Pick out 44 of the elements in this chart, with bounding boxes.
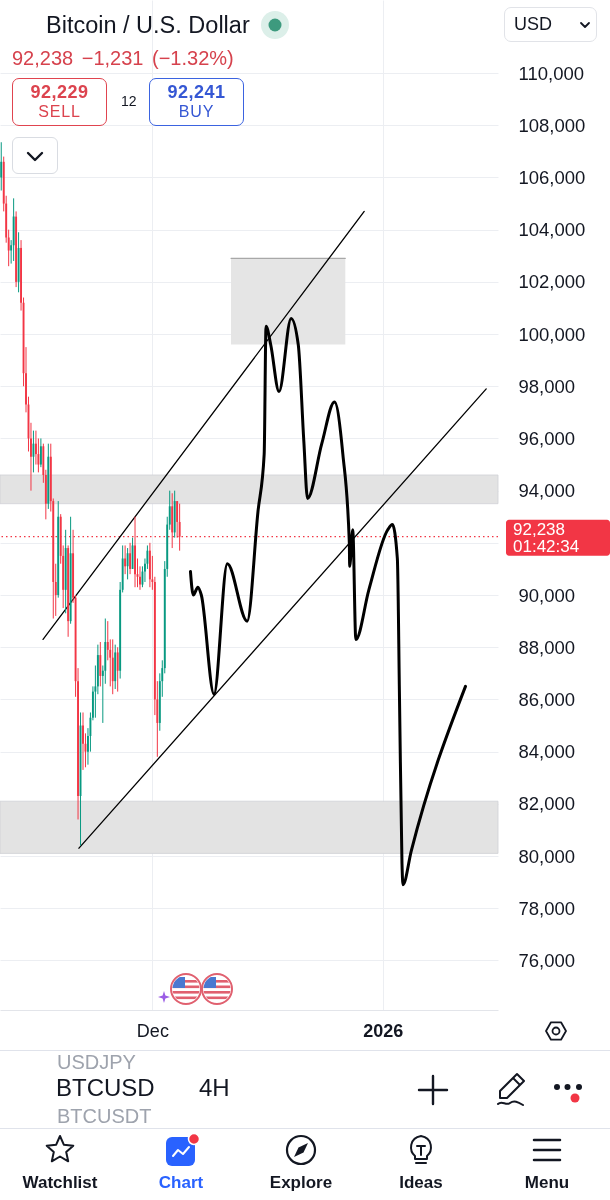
y-tick-label: 78,000 bbox=[518, 897, 576, 919]
y-tick-label: 108,000 bbox=[518, 114, 586, 136]
text: BTCUSD bbox=[56, 1074, 155, 1102]
annotation: 92,229 bbox=[30, 82, 89, 102]
y-tick-label: 106,000 bbox=[518, 166, 586, 188]
text: Bitcoin / U.S. Dollar bbox=[46, 11, 250, 39]
candlestick bbox=[126, 547, 129, 580]
y-tick-label: 90,000 bbox=[518, 584, 576, 606]
y-tick-label: 104,000 bbox=[518, 219, 586, 241]
y-tick-label: 96,000 bbox=[518, 427, 576, 449]
text: 4H bbox=[199, 1074, 230, 1102]
text: 01:42:34 bbox=[513, 536, 580, 556]
y-tick-label: 110,000 bbox=[518, 62, 584, 84]
ref-line-label: 92,238 bbox=[513, 519, 565, 539]
y-tick-label: 102,000 bbox=[518, 271, 586, 293]
text: Menu bbox=[524, 1173, 570, 1193]
text: USDJPY bbox=[57, 1051, 136, 1073]
sell-button: 92,229 SELL bbox=[12, 78, 107, 126]
candlestick bbox=[0, 141, 3, 192]
text: 92,238 −1,231 (−1.32%) bbox=[12, 47, 234, 70]
y-tick-label: 98,000 bbox=[518, 375, 576, 397]
y-tick-label: 94,000 bbox=[518, 480, 576, 502]
x-tick-label: Dec bbox=[136, 1020, 169, 1041]
text: Chart bbox=[158, 1173, 204, 1193]
x-tick-label: 2026 bbox=[363, 1020, 404, 1041]
annotation: 92,241 bbox=[167, 82, 226, 102]
y-tick-label: 84,000 bbox=[518, 741, 576, 763]
annotation: SELL bbox=[38, 103, 81, 121]
y-tick-label: 100,000 bbox=[518, 323, 586, 345]
annotation: BUY bbox=[178, 103, 215, 121]
annotation: 12 bbox=[121, 93, 137, 109]
text: BTCUSDT bbox=[57, 1105, 152, 1127]
y-tick-label: 80,000 bbox=[518, 845, 576, 867]
candlestick bbox=[82, 711, 84, 771]
text: Watchlist bbox=[22, 1173, 98, 1193]
currency-dropdown: USD bbox=[504, 7, 597, 42]
y-tick-label: 76,000 bbox=[518, 949, 576, 971]
text: Ideas bbox=[399, 1173, 443, 1193]
candlestick bbox=[129, 542, 132, 575]
y-tick-label: 88,000 bbox=[518, 636, 576, 658]
text: Explore bbox=[269, 1173, 333, 1193]
y-tick-label: 82,000 bbox=[518, 793, 576, 815]
y-tick-label: 86,000 bbox=[518, 688, 576, 710]
buy-button: 92,241 BUY bbox=[149, 78, 244, 126]
